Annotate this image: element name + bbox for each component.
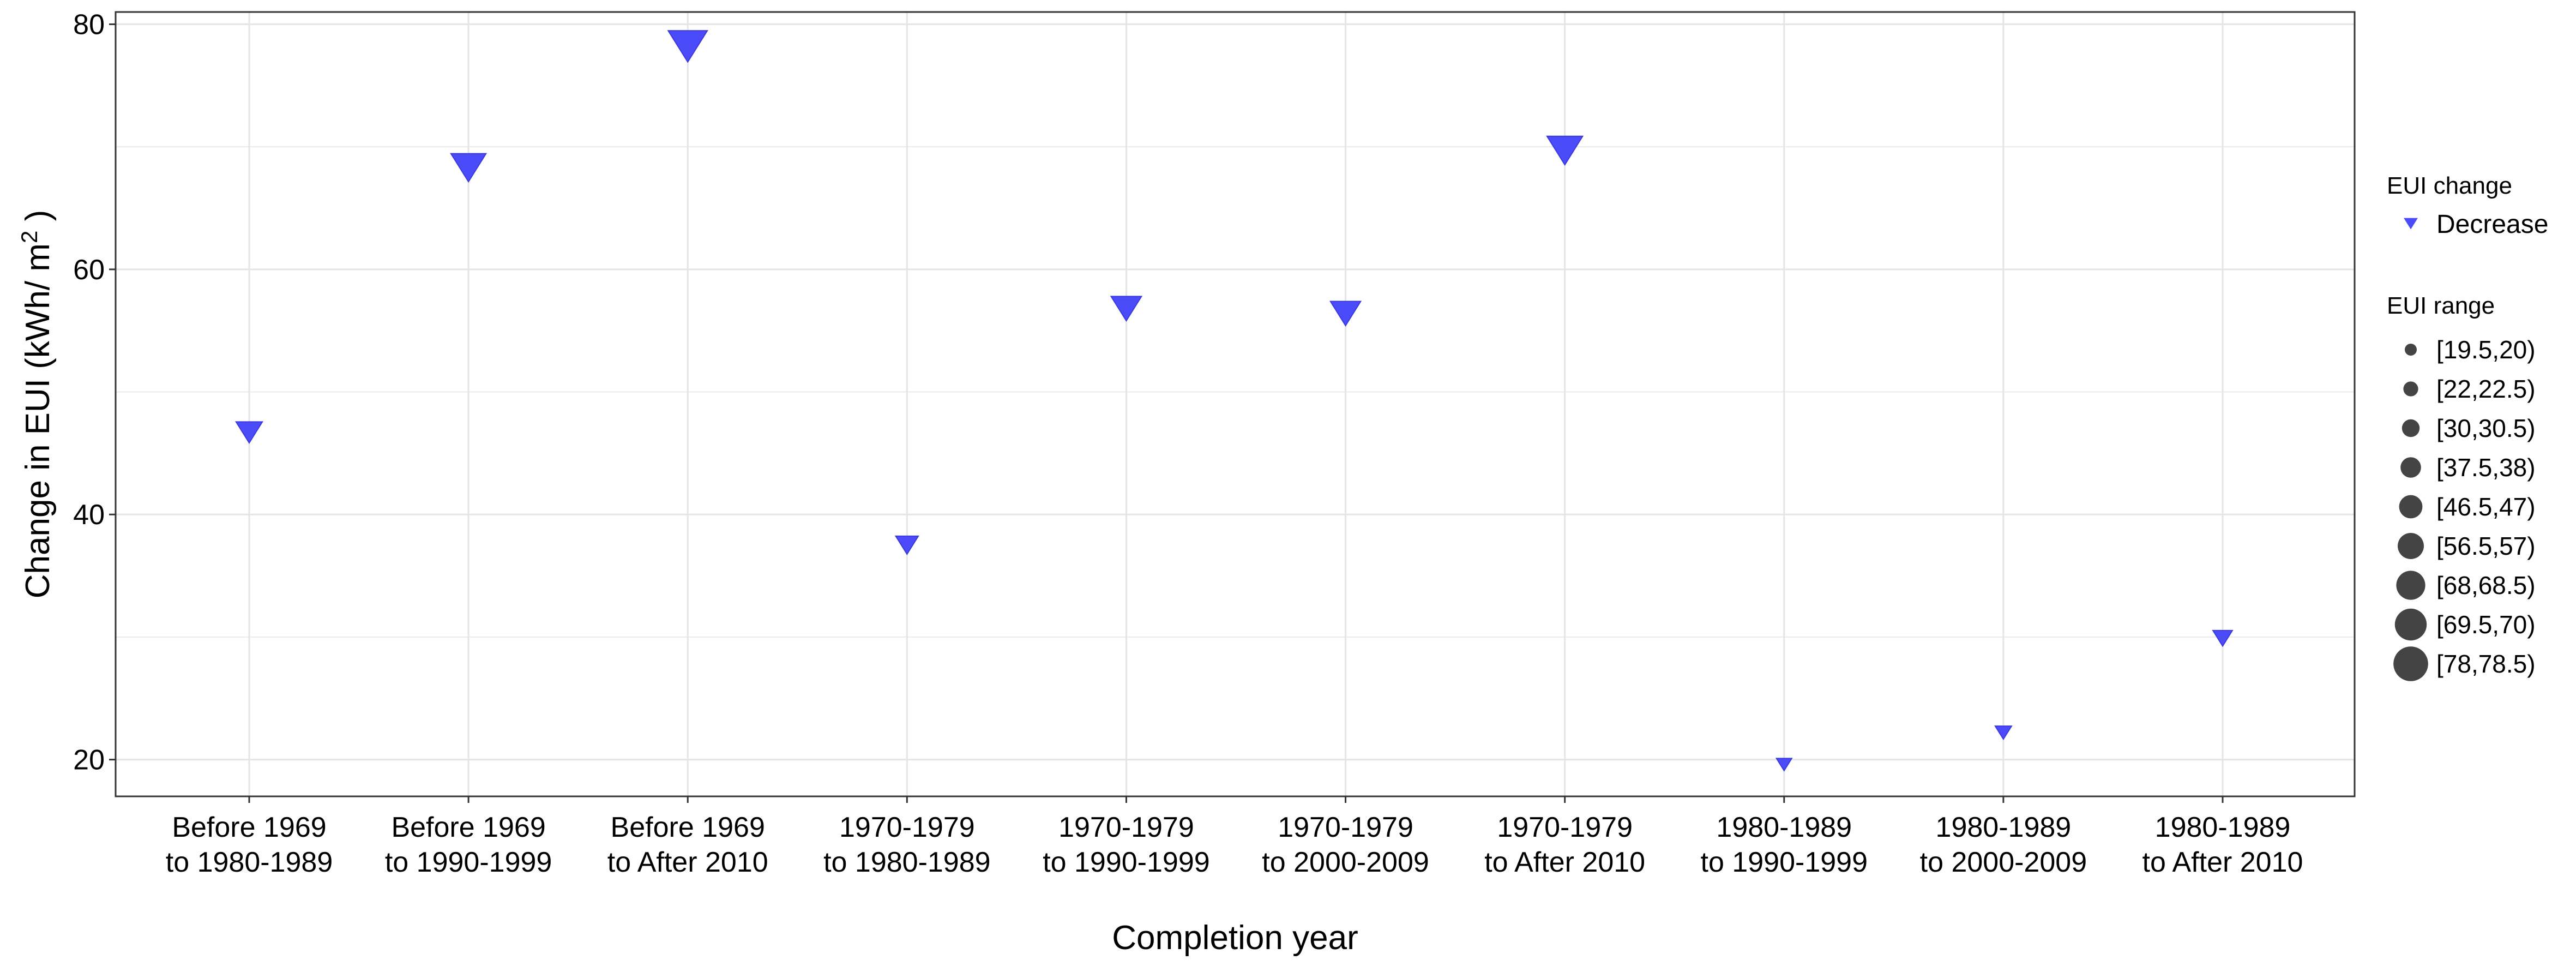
legend-change-label: Decrease: [2436, 210, 2548, 239]
legend-range-label: [30,30.5): [2436, 414, 2536, 442]
x-tick-label-line: to After 2010: [1484, 847, 1645, 878]
x-tick-label: Before 1969 to 1990-1999: [385, 812, 552, 878]
legend-range-label: [56.5,57): [2436, 532, 2536, 560]
x-tick-label-line: Before 1969: [172, 812, 326, 843]
x-tick-label-line: to After 2010: [607, 847, 768, 878]
legend-range-key: [2394, 608, 2427, 641]
x-tick-label-line: to 2000-2009: [1262, 847, 1429, 878]
data-point-triangle: [235, 421, 263, 444]
x-tick-label-line: to 1990-1999: [385, 847, 552, 878]
legend-range-key: [2402, 419, 2420, 437]
x-tick-label-line: 1970-1979: [839, 812, 975, 843]
legend-range-key: [2396, 571, 2425, 600]
legend-range-label: [46.5,47): [2436, 493, 2536, 521]
x-tick-label-line: 1980-1989: [2155, 812, 2291, 843]
legend-range-key: [2403, 381, 2418, 397]
plot-panel-border: [115, 11, 2356, 797]
y-tick-label: 40: [73, 499, 105, 531]
x-tick-label: Before 1969 to After 2010: [607, 812, 768, 878]
x-tick-label: 1970-1979 to 1980-1989: [823, 812, 991, 878]
legend-range-label: [22,22.5): [2436, 375, 2536, 403]
x-tick-label-line: 1970-1979: [1278, 812, 1413, 843]
legend-range-label: [69.5,70): [2436, 610, 2536, 639]
data-point-triangle: [1329, 301, 1362, 327]
data-point-triangle: [450, 153, 487, 183]
x-tick-label-line: 1970-1979: [1058, 812, 1194, 843]
x-tick-label-line: to 1980-1989: [166, 847, 333, 878]
data-point-triangle: [667, 30, 708, 63]
y-tick-label: 60: [73, 254, 105, 286]
x-tick-label-line: 1970-1979: [1497, 812, 1633, 843]
x-tick-label: 1980-1989 to After 2010: [2142, 812, 2303, 878]
legend-range-label: [78,78.5): [2436, 650, 2536, 678]
y-axis-title-suffix: ): [19, 210, 57, 231]
x-tick-label-line: Before 1969: [391, 812, 545, 843]
legend-range-label: [19.5,20): [2436, 335, 2536, 364]
y-axis-title: Change in EUI (kWh/ m2 ): [16, 210, 57, 598]
legend-range-title: EUI range: [2387, 292, 2495, 319]
legend-range-label: [68,68.5): [2436, 571, 2536, 599]
x-tick-label-line: to 1980-1989: [823, 847, 991, 878]
legend-range-key: [2398, 533, 2424, 559]
x-tick-label: 1970-1979 to After 2010: [1484, 812, 1645, 878]
x-tick-label-line: to 2000-2009: [1920, 847, 2087, 878]
x-axis-title: Completion year: [1112, 919, 1358, 957]
x-tick-label-line: Before 1969: [611, 812, 765, 843]
legend-decrease-key: [2404, 218, 2418, 230]
data-point-triangle: [1994, 725, 2013, 741]
y-tick-label: 80: [73, 9, 105, 40]
legend: EUI change Decrease EUI range [19.5,20) [22,…: [2387, 172, 2548, 681]
legend-range-key: [2393, 646, 2428, 681]
data-point-triangle: [894, 535, 919, 555]
x-tick-label-line: 1980-1989: [1716, 812, 1852, 843]
x-tick-label: 1970-1979 to 1990-1999: [1043, 812, 1210, 878]
x-tick-label: 1970-1979 to 2000-2009: [1262, 812, 1429, 878]
legend-range-key: [2400, 457, 2421, 478]
legend-range-key: [2405, 344, 2417, 356]
x-tick-label-line: to After 2010: [2142, 847, 2303, 878]
y-tick-label: 20: [73, 745, 105, 776]
x-tick-label-line: 1980-1989: [1936, 812, 2072, 843]
legend-change-title: EUI change: [2387, 172, 2512, 199]
x-tick-label: 1980-1989 to 1990-1999: [1701, 812, 1868, 878]
data-point-triangle: [1775, 758, 1793, 772]
grid-lines: [116, 12, 2355, 796]
data-points: [235, 30, 2234, 772]
x-tick-label: Before 1969 to 1980-1989: [166, 812, 333, 878]
legend-range-label: [37.5,38): [2436, 453, 2536, 482]
data-point-triangle: [2212, 629, 2234, 647]
x-tick-label-line: to 1990-1999: [1043, 847, 1210, 878]
data-point-triangle: [1546, 135, 1584, 166]
x-tick-label-line: to 1990-1999: [1701, 847, 1868, 878]
data-point-triangle: [1110, 296, 1143, 322]
legend-range-key: [2399, 495, 2423, 519]
x-tick-label: 1980-1989 to 2000-2009: [1920, 812, 2087, 878]
y-axis-title-superscript: 2: [16, 231, 42, 243]
y-axis-title-main: Change in EUI (kWh/ m: [19, 243, 57, 598]
